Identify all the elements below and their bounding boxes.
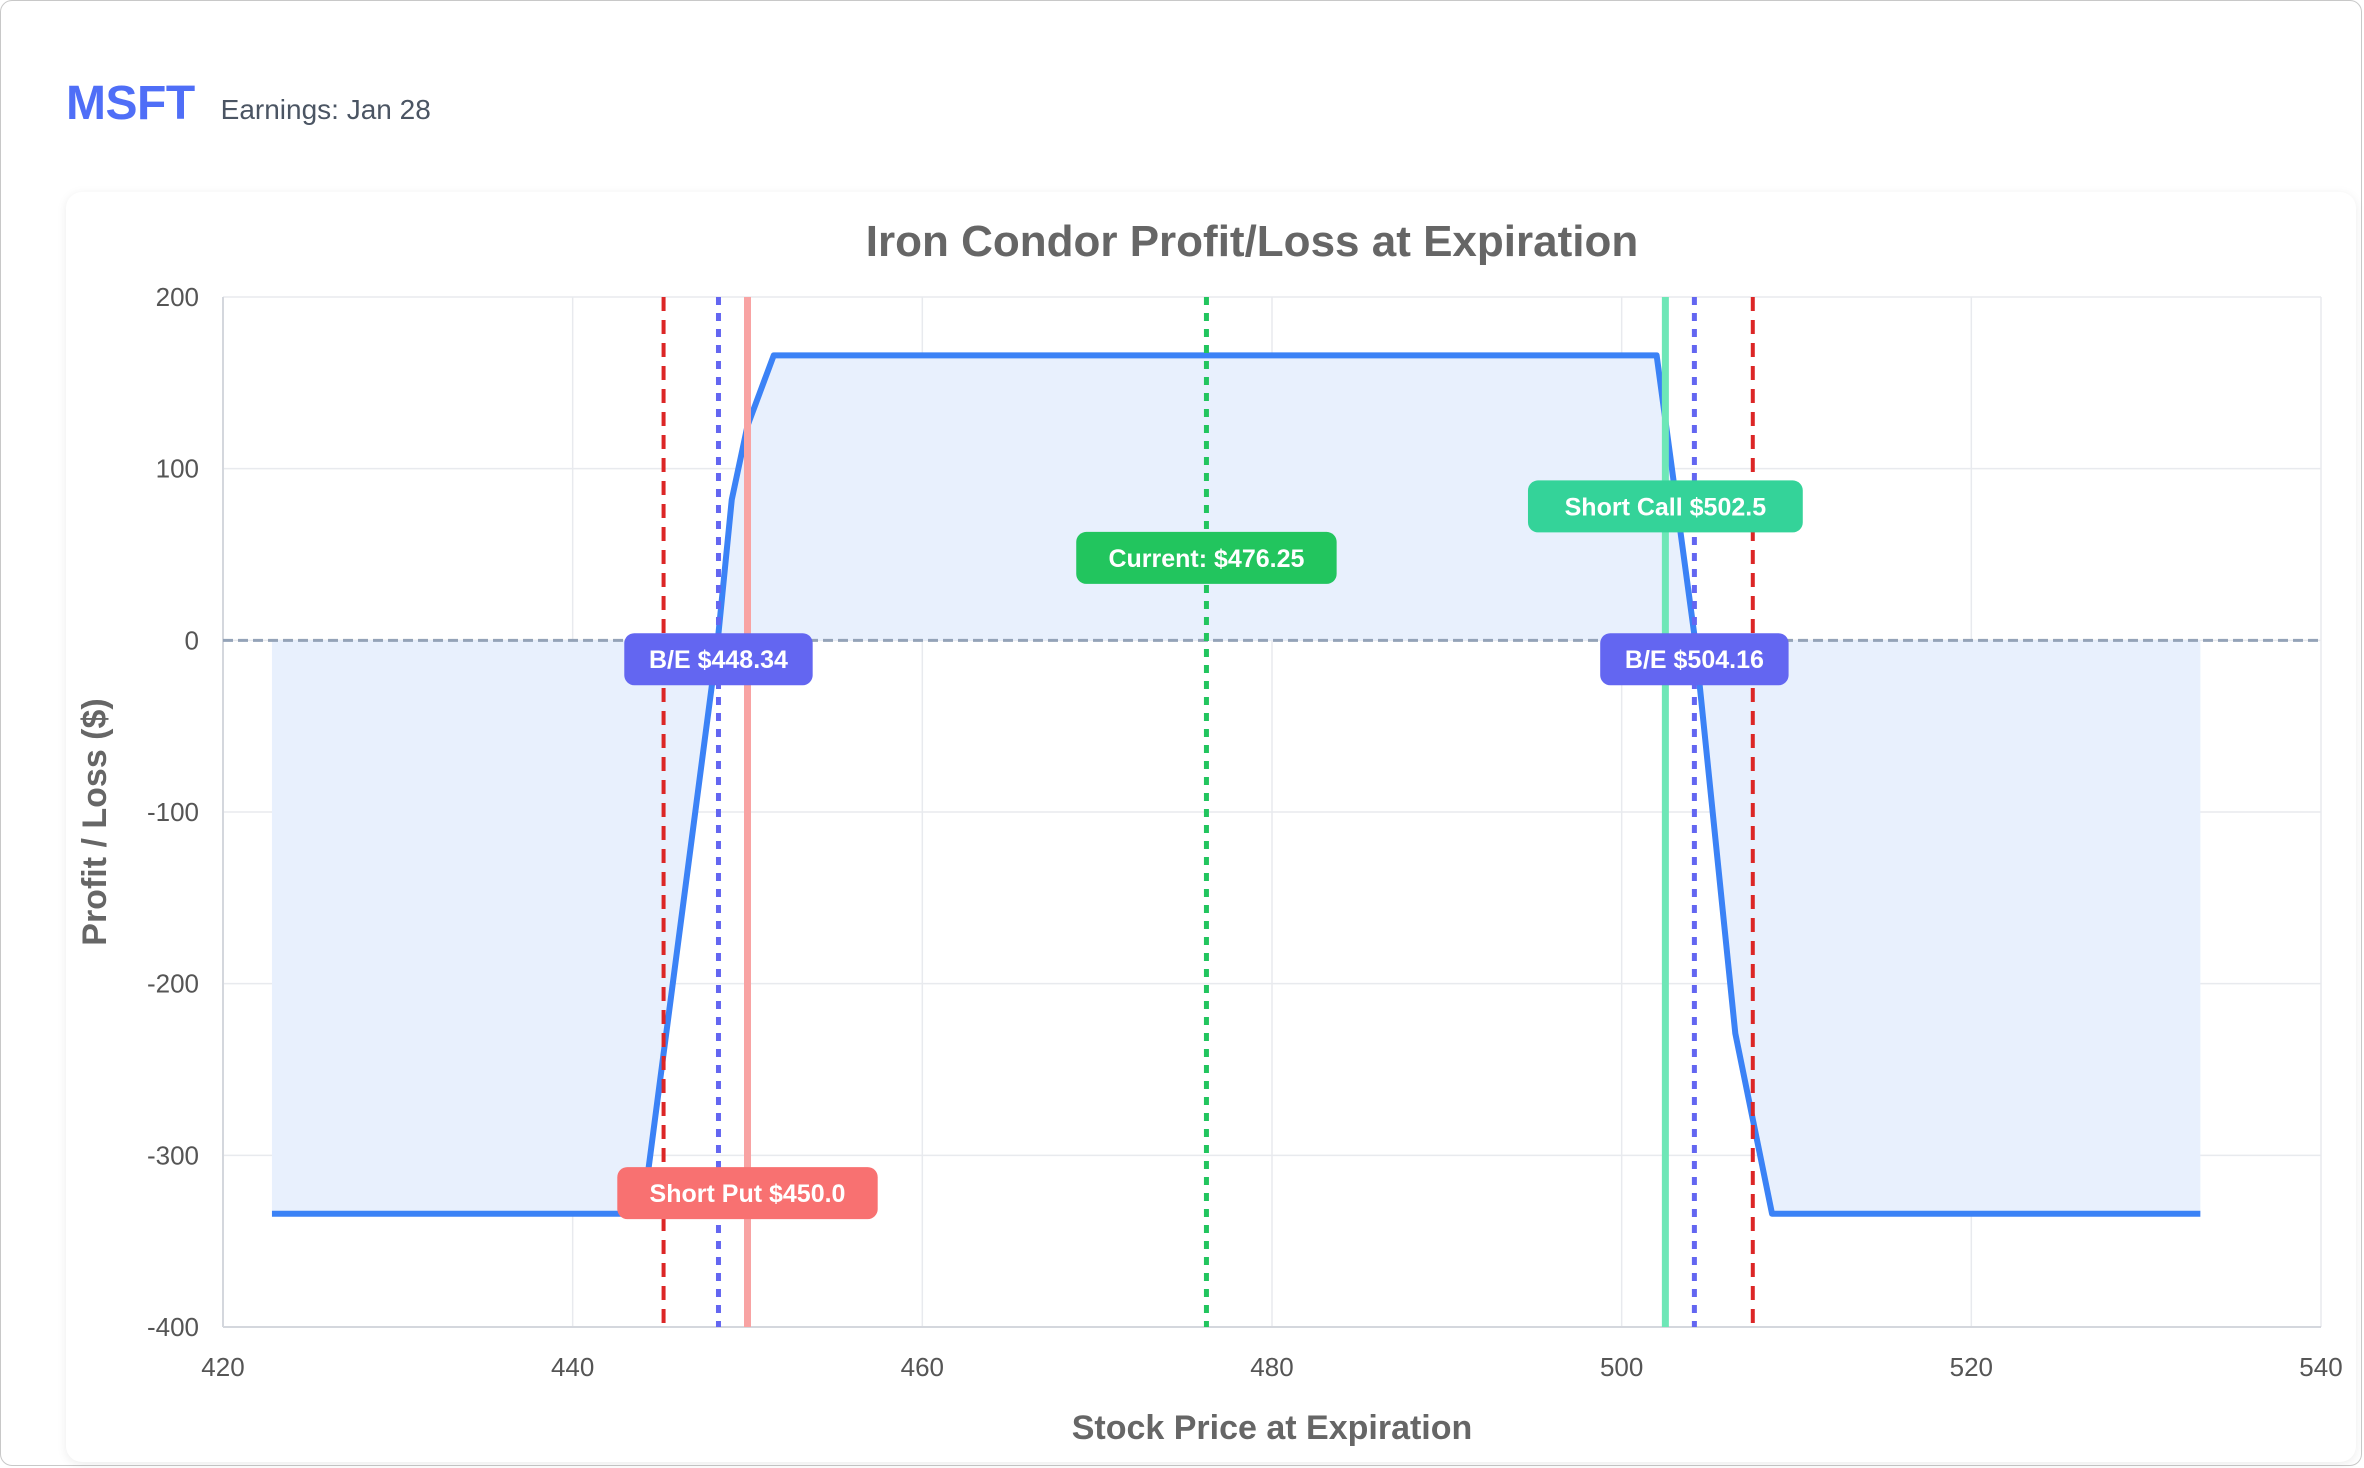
x-axis-label: Stock Price at Expiration [1072, 1409, 1473, 1447]
ticker-symbol: MSFT [66, 77, 195, 130]
series-fill-area [271, 355, 2201, 1214]
reference-label-text: Current: $476.25 [1108, 545, 1304, 573]
x-tick-label: 480 [1250, 1352, 1293, 1382]
reference-label-text: B/E $504.16 [1625, 646, 1764, 674]
reference-label-badge [1527, 480, 1803, 533]
y-tick-label: 100 [156, 454, 199, 484]
reference-label-text: Short Call $502.5 [1565, 493, 1767, 521]
reference-label-badge [1076, 531, 1337, 584]
reference-label-text: Short Put $450.0 [650, 1180, 846, 1208]
y-tick-label: 0 [185, 625, 199, 655]
earnings-date: Earnings: Jan 28 [220, 94, 431, 125]
chart-title: Iron Condor Profit/Loss at Expiration [866, 217, 1638, 266]
pnl-chart: B/E $448.34 Short Put $450.0 Current: $476… [76, 217, 2343, 1447]
x-tick-label: 460 [901, 1352, 944, 1382]
y-tick-label: -400 [147, 1312, 199, 1342]
reference-label-badge [624, 633, 813, 686]
y-tick-label: -300 [147, 1140, 199, 1170]
x-tick-label: 440 [551, 1352, 594, 1382]
x-tick-label: 420 [201, 1352, 244, 1382]
x-tick-label: 500 [1600, 1352, 1643, 1382]
header: MSFT Earnings: Jan 28 [66, 76, 431, 136]
series-line [271, 352, 2201, 1217]
reference-label-text: B/E $448.34 [649, 646, 788, 674]
x-tick-label: 540 [2299, 1352, 2342, 1382]
y-tick-label: 200 [156, 282, 199, 312]
x-tick-label: 520 [1950, 1352, 1993, 1382]
y-tick-label: -100 [147, 797, 199, 827]
y-axis-label: Profit / Loss ($) [76, 698, 114, 945]
chart-card: B/E $448.34 Short Put $450.0 Current: $476… [66, 192, 2356, 1462]
reference-label-badge [1600, 633, 1789, 686]
reference-label-badge [617, 1167, 878, 1220]
y-tick-label: -200 [147, 969, 199, 999]
